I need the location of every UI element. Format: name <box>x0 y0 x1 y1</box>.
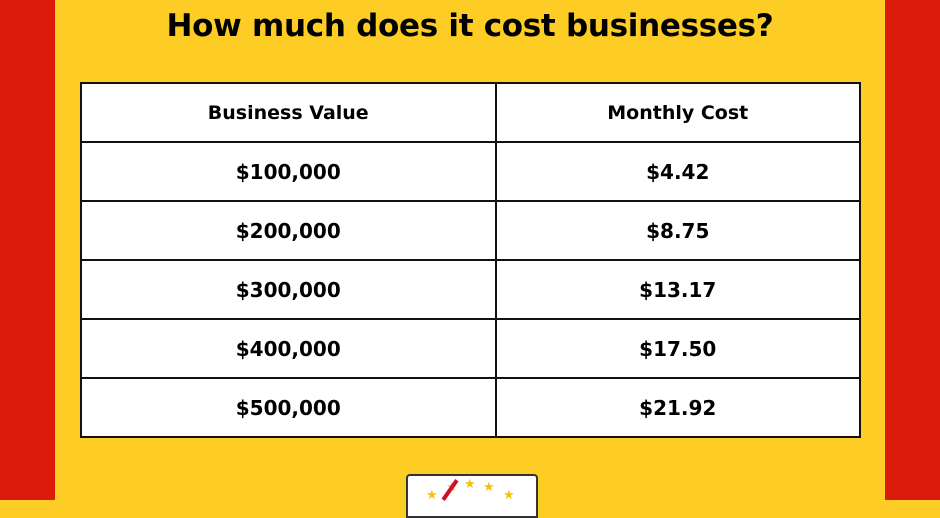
monthly-cost: $4.42 <box>494 141 861 202</box>
star-icon: ★ <box>503 488 515 503</box>
business-value: $200,000 <box>80 200 497 261</box>
cost-table: Business Value Monthly Cost $100,000 $4.4… <box>80 82 861 438</box>
table-header-row: Business Value Monthly Cost <box>80 82 861 143</box>
monthly-cost: $17.50 <box>494 318 861 379</box>
business-value: $400,000 <box>80 318 497 379</box>
star-icon: ★ <box>426 488 438 503</box>
shield-logo: ★ ★ ★ ★ ★ <box>406 474 538 518</box>
table-row: $100,000 $4.42 <box>80 141 861 202</box>
left-red-stripe <box>0 0 55 500</box>
table-row: $500,000 $21.92 <box>80 377 861 438</box>
business-value: $100,000 <box>80 141 497 202</box>
header-business-value: Business Value <box>80 82 497 143</box>
page-title: How much does it cost businesses? <box>166 8 774 44</box>
table-row: $200,000 $8.75 <box>80 200 861 261</box>
business-value: $300,000 <box>80 259 497 320</box>
business-value: $500,000 <box>80 377 497 438</box>
table-row: $300,000 $13.17 <box>80 259 861 320</box>
star-icon: ★ <box>483 480 495 495</box>
monthly-cost: $13.17 <box>494 259 861 320</box>
table-row: $400,000 $17.50 <box>80 318 861 379</box>
monthly-cost: $8.75 <box>494 200 861 261</box>
monthly-cost: $21.92 <box>494 377 861 438</box>
star-icon: ★ <box>464 477 476 492</box>
header-monthly-cost: Monthly Cost <box>494 82 861 143</box>
right-red-stripe <box>885 0 940 500</box>
